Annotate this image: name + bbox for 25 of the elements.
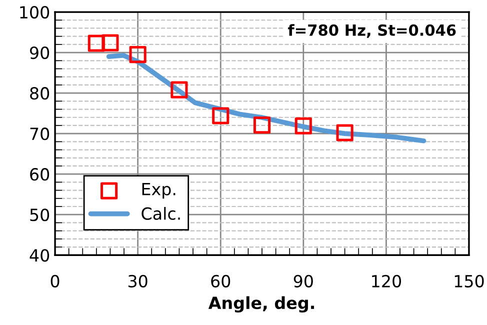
y-tick-label: 100 xyxy=(20,6,50,19)
y-tick-label: 50 xyxy=(30,208,50,222)
x-tick-label: 150 xyxy=(454,274,484,288)
y-tick-label: 80 xyxy=(30,87,50,100)
y-tick-label: 40 xyxy=(30,249,50,262)
point xyxy=(129,46,146,64)
point xyxy=(212,107,230,124)
point xyxy=(88,34,105,52)
x-axis-title: Angle, deg. xyxy=(208,296,314,313)
y-tick-label: 70 xyxy=(30,128,50,140)
point xyxy=(102,34,119,52)
point xyxy=(253,116,271,134)
x-tick-label: 0 xyxy=(50,274,60,288)
legend-label: Calc. xyxy=(142,206,180,220)
legend-label: Exp. xyxy=(142,183,176,199)
point xyxy=(170,81,188,98)
point xyxy=(336,124,354,142)
x-tick-label: 90 xyxy=(294,274,313,288)
y-tick-label: 60 xyxy=(30,168,50,181)
x-tick-label: 30 xyxy=(128,274,148,288)
x-tick-label: 60 xyxy=(211,274,230,288)
point xyxy=(294,117,312,134)
y-tick-label: 90 xyxy=(30,46,50,60)
annotation: f=780 Hz, St=0.046 xyxy=(288,24,456,38)
x-tick-label: 120 xyxy=(372,274,401,288)
